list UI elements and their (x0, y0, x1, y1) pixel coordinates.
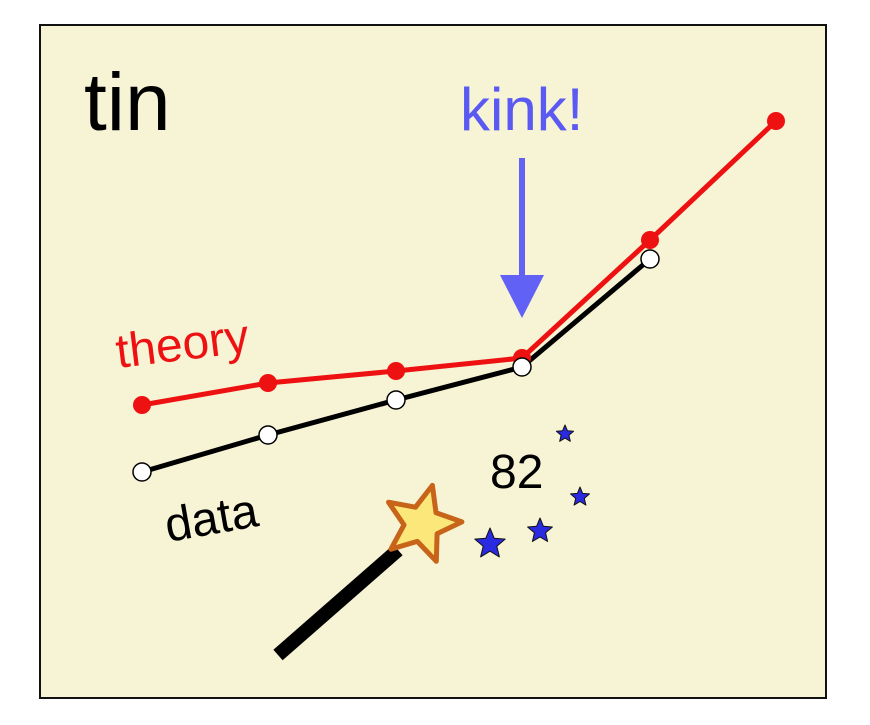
theory-line (141, 119, 778, 408)
star (570, 486, 590, 506)
star (474, 527, 506, 558)
theory-point (133, 396, 151, 414)
data-point (386, 390, 406, 410)
theory-point (767, 112, 785, 130)
theory-point (387, 362, 405, 380)
arrow-head (500, 275, 544, 318)
frame (39, 24, 827, 699)
wand (273, 544, 403, 661)
data-point (640, 249, 660, 269)
number: 82 (490, 446, 543, 499)
data-points (132, 249, 660, 482)
star (527, 517, 553, 542)
data-point (258, 425, 278, 445)
star (386, 482, 465, 564)
star (555, 424, 575, 442)
title: tin (84, 57, 171, 148)
theory-point (259, 374, 277, 392)
theory-point (641, 231, 659, 249)
annotation: kink! (460, 76, 583, 143)
data-point (512, 357, 532, 377)
data-point (132, 462, 152, 482)
